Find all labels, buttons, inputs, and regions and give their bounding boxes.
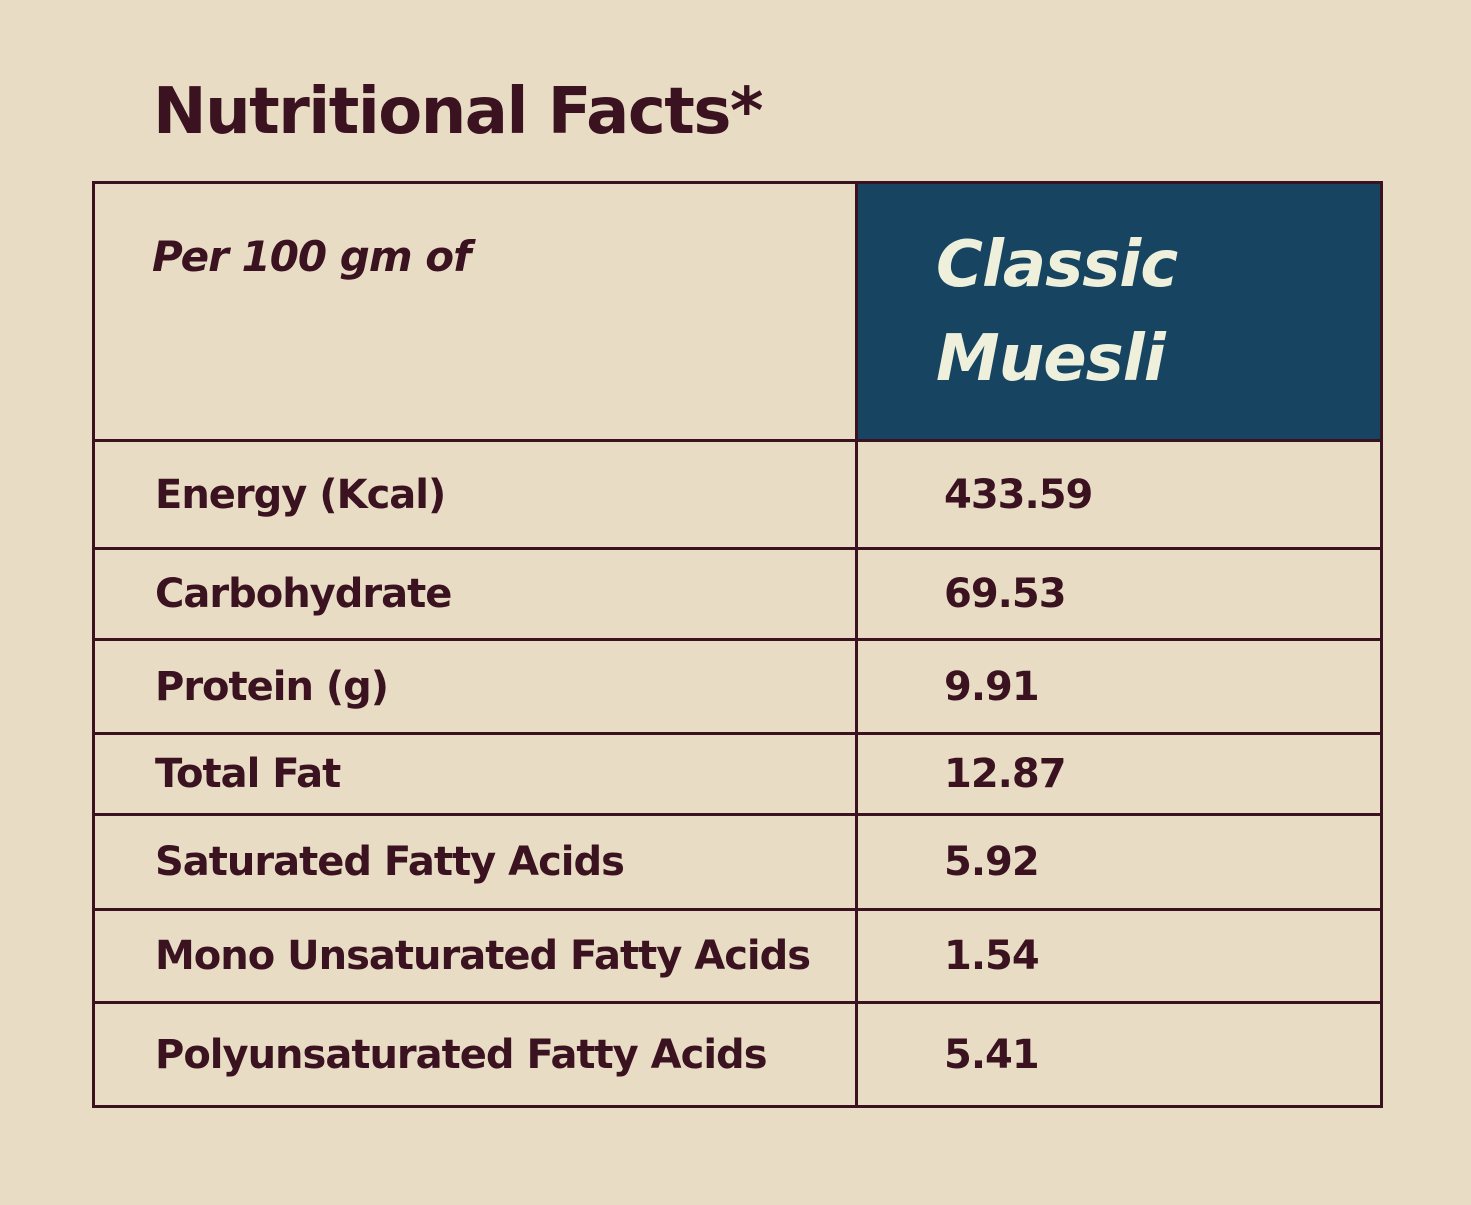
table-row: Carbohydrate 69.53 xyxy=(92,547,1383,641)
table-row: Saturated Fatty Acids 5.92 xyxy=(92,813,1383,911)
nutrient-label: Total Fat xyxy=(92,732,858,816)
page-title: Nutritional Facts* xyxy=(153,75,763,149)
table-row: Mono Unsaturated Fatty Acids 1.54 xyxy=(92,908,1383,1004)
nutrient-value: 9.91 xyxy=(855,638,1383,735)
table-row: Polyunsaturated Fatty Acids 5.41 xyxy=(92,1001,1383,1108)
nutrient-value: 1.54 xyxy=(855,908,1383,1004)
nutrient-value: 5.92 xyxy=(855,813,1383,911)
table-row: Protein (g) 9.91 xyxy=(92,638,1383,735)
table-header-row: Per 100 gm of Classic Muesli xyxy=(92,181,1383,442)
nutrient-value: 69.53 xyxy=(855,547,1383,641)
nutrient-label: Energy (Kcal) xyxy=(92,439,858,550)
product-name-header: Classic Muesli xyxy=(855,181,1383,442)
nutrition-table: Per 100 gm of Classic Muesli Energy (Kca… xyxy=(92,181,1383,1108)
table-row: Total Fat 12.87 xyxy=(92,732,1383,816)
table-row: Energy (Kcal) 433.59 xyxy=(92,439,1383,550)
product-name-line1: Classic xyxy=(936,228,1178,302)
nutrient-label: Polyunsaturated Fatty Acids xyxy=(92,1001,858,1108)
nutrient-label: Protein (g) xyxy=(92,638,858,735)
nutrient-value: 433.59 xyxy=(855,439,1383,550)
nutrient-label: Saturated Fatty Acids xyxy=(92,813,858,911)
per-100gm-label: Per 100 gm of xyxy=(92,181,858,442)
nutrient-value: 5.41 xyxy=(855,1001,1383,1108)
nutrient-value: 12.87 xyxy=(855,732,1383,816)
product-name-line2: Muesli xyxy=(936,322,1166,396)
nutrient-label: Carbohydrate xyxy=(92,547,858,641)
nutrient-label: Mono Unsaturated Fatty Acids xyxy=(92,908,858,1004)
